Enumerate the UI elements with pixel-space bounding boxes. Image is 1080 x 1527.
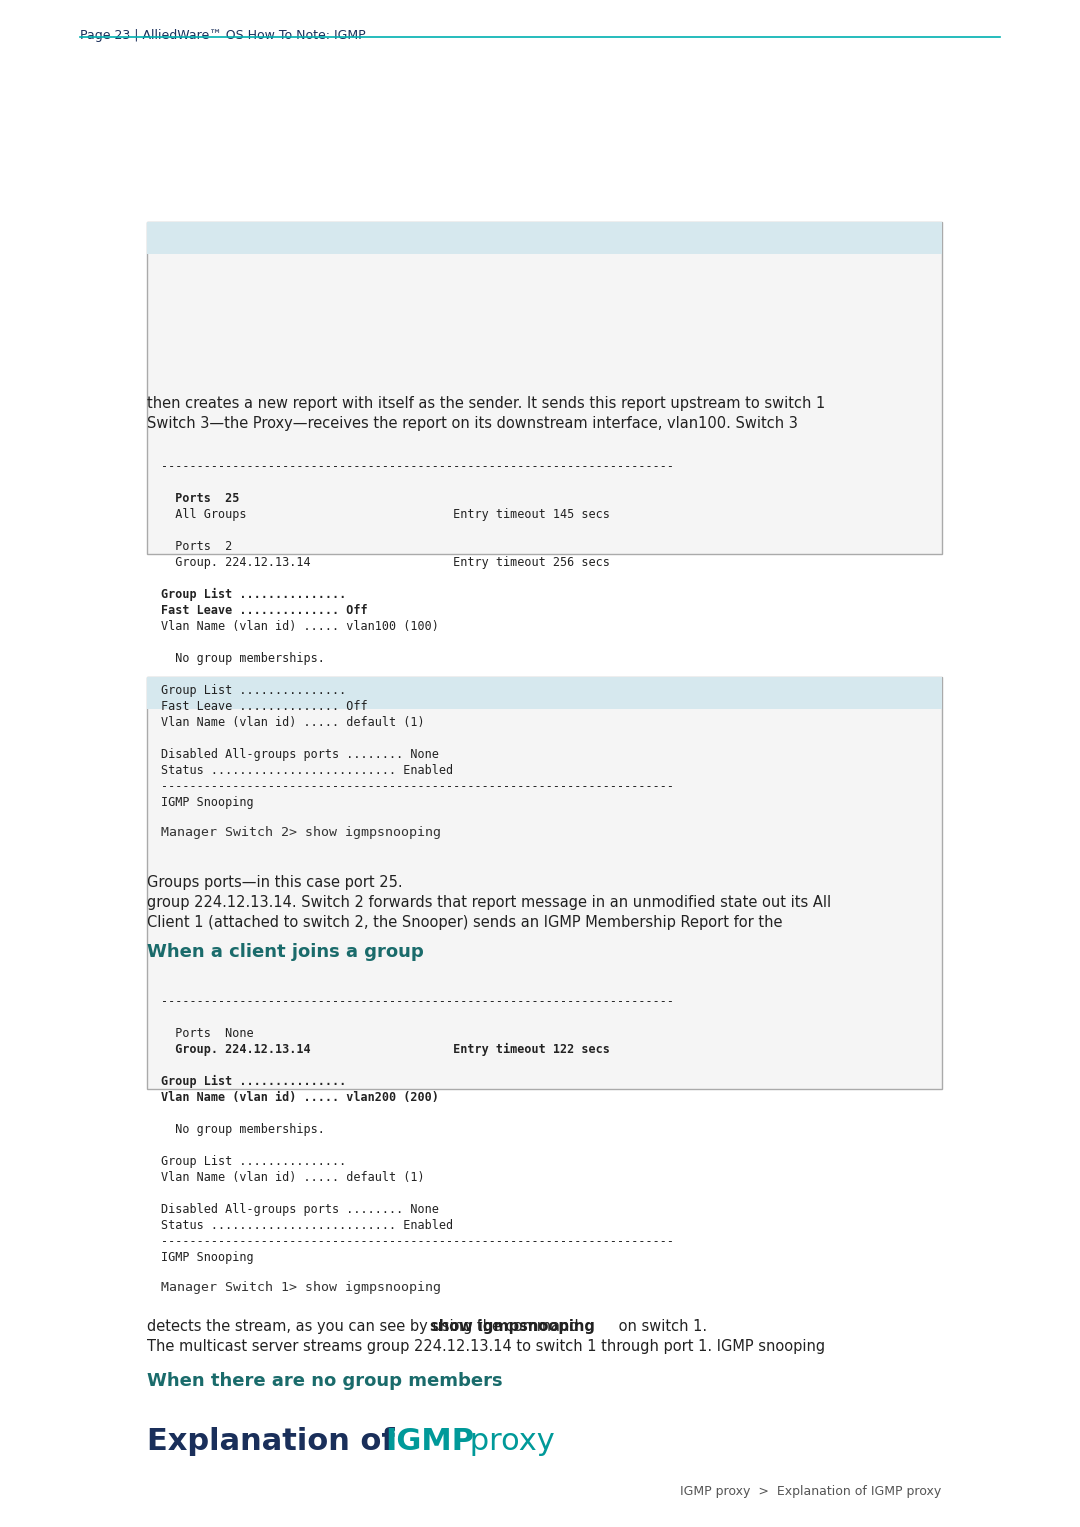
Text: When there are no group members: When there are no group members xyxy=(147,1371,502,1390)
Text: Groups ports—in this case port 25.: Groups ports—in this case port 25. xyxy=(147,875,403,890)
Text: Ports  2: Ports 2 xyxy=(161,541,232,553)
Text: Status .......................... Enabled: Status .......................... Enable… xyxy=(161,764,454,777)
Text: Manager Switch 1> show igmpsnooping: Manager Switch 1> show igmpsnooping xyxy=(161,1281,441,1293)
Text: Group List ...............: Group List ............... xyxy=(161,1075,347,1089)
Text: Fast Leave .............. Off: Fast Leave .............. Off xyxy=(161,699,367,713)
Text: Group. 224.12.13.14                    Entry timeout 256 secs: Group. 224.12.13.14 Entry timeout 256 se… xyxy=(161,556,610,570)
Text: Group List ...............: Group List ............... xyxy=(161,684,347,696)
Text: Group List ...............: Group List ............... xyxy=(161,588,347,602)
Text: No group memberships.: No group memberships. xyxy=(161,652,325,664)
Text: Ports  None: Ports None xyxy=(161,1028,254,1040)
Text: Group. 224.12.13.14                    Entry timeout 122 secs: Group. 224.12.13.14 Entry timeout 122 se… xyxy=(161,1043,610,1057)
Text: Group List ...............: Group List ............... xyxy=(161,1154,347,1168)
Text: Explanation of: Explanation of xyxy=(147,1428,405,1457)
Text: Switch 3—the Proxy—receives the report on its downstream interface, vlan100. Swi: Switch 3—the Proxy—receives the report o… xyxy=(147,415,798,431)
Text: ------------------------------------------------------------------------: ----------------------------------------… xyxy=(161,780,674,793)
Text: Vlan Name (vlan id) ..... default (1): Vlan Name (vlan id) ..... default (1) xyxy=(161,1171,424,1183)
Text: No group memberships.: No group memberships. xyxy=(161,1122,325,1136)
Text: Ports  25: Ports 25 xyxy=(161,492,240,505)
Text: proxy: proxy xyxy=(460,1428,555,1457)
Text: ------------------------------------------------------------------------: ----------------------------------------… xyxy=(161,460,674,473)
Text: Client 1 (attached to switch 2, the Snooper) sends an IGMP Membership Report for: Client 1 (attached to switch 2, the Snoo… xyxy=(147,915,783,930)
Text: Fast Leave .............. Off: Fast Leave .............. Off xyxy=(161,605,367,617)
Text: Vlan Name (vlan id) ..... default (1): Vlan Name (vlan id) ..... default (1) xyxy=(161,716,424,728)
Text: Page 23 | AlliedWare™ OS How To Note: IGMP: Page 23 | AlliedWare™ OS How To Note: IG… xyxy=(80,29,366,43)
Text: IGMP proxy  >  Explanation of IGMP proxy: IGMP proxy > Explanation of IGMP proxy xyxy=(680,1484,942,1498)
Text: group 224.12.13.14. Switch 2 forwards that report message in an unmodified state: group 224.12.13.14. Switch 2 forwards th… xyxy=(147,895,832,910)
Text: Manager Switch 2> show igmpsnooping: Manager Switch 2> show igmpsnooping xyxy=(161,826,441,838)
Text: IGMP: IGMP xyxy=(384,1428,474,1457)
Text: show igmpsnooping: show igmpsnooping xyxy=(430,1319,595,1335)
Bar xyxy=(147,676,942,1089)
Text: detects the stream, as you can see by using the command: detects the stream, as you can see by us… xyxy=(147,1319,583,1335)
Text: The multicast server streams group 224.12.13.14 to switch 1 through port 1. IGMP: The multicast server streams group 224.1… xyxy=(147,1339,825,1354)
Text: When a client joins a group: When a client joins a group xyxy=(147,944,423,960)
Text: Disabled All-groups ports ........ None: Disabled All-groups ports ........ None xyxy=(161,1203,438,1215)
Bar xyxy=(147,676,942,709)
Text: ------------------------------------------------------------------------: ----------------------------------------… xyxy=(161,996,674,1008)
Bar xyxy=(147,221,942,253)
Bar xyxy=(147,221,942,554)
Text: IGMP Snooping: IGMP Snooping xyxy=(161,1251,254,1264)
Text: Disabled All-groups ports ........ None: Disabled All-groups ports ........ None xyxy=(161,748,438,760)
Text: ------------------------------------------------------------------------: ----------------------------------------… xyxy=(161,1235,674,1248)
Text: Status .......................... Enabled: Status .......................... Enable… xyxy=(161,1219,454,1232)
Text: Vlan Name (vlan id) ..... vlan100 (100): Vlan Name (vlan id) ..... vlan100 (100) xyxy=(161,620,438,634)
Text: on switch 1.: on switch 1. xyxy=(615,1319,707,1335)
Text: then creates a new report with itself as the sender. It sends this report upstre: then creates a new report with itself as… xyxy=(147,395,825,411)
Text: IGMP Snooping: IGMP Snooping xyxy=(161,796,254,809)
Text: All Groups                             Entry timeout 145 secs: All Groups Entry timeout 145 secs xyxy=(161,508,610,521)
Text: Vlan Name (vlan id) ..... vlan200 (200): Vlan Name (vlan id) ..... vlan200 (200) xyxy=(161,1090,438,1104)
